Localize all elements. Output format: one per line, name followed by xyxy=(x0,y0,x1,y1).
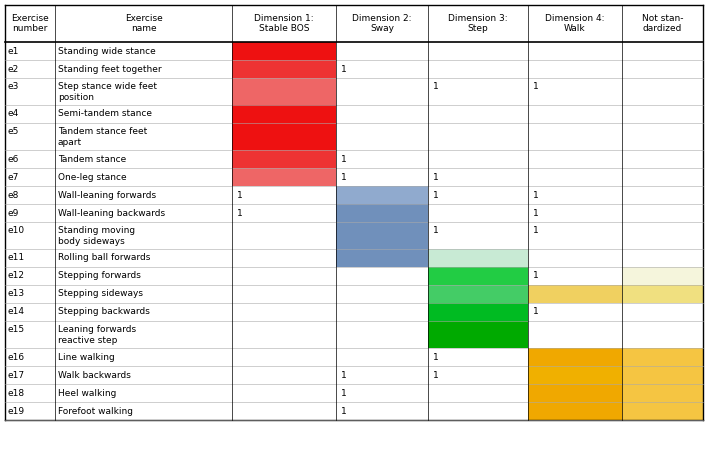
Text: Walk backwards: Walk backwards xyxy=(58,370,131,379)
Text: e9: e9 xyxy=(8,208,19,217)
Text: Exercise: Exercise xyxy=(125,14,162,23)
Text: 11: 11 xyxy=(433,272,445,280)
Text: apart: apart xyxy=(58,138,82,147)
Text: 1: 1 xyxy=(341,370,347,379)
Text: 12: 12 xyxy=(533,406,545,415)
Text: e17: e17 xyxy=(8,370,25,379)
Text: 11: 11 xyxy=(237,172,249,182)
Text: Wall-leaning backwards: Wall-leaning backwards xyxy=(58,208,165,217)
Text: 1: 1 xyxy=(533,81,539,91)
Text: 13: 13 xyxy=(237,110,249,118)
Text: Walk: Walk xyxy=(564,24,586,33)
Text: 1: 1 xyxy=(341,406,347,415)
Text: 1: 1 xyxy=(533,191,539,199)
Text: number: number xyxy=(12,24,47,33)
Text: 9: 9 xyxy=(433,289,440,298)
Text: e3: e3 xyxy=(8,81,19,91)
Text: 1: 1 xyxy=(341,65,347,74)
Text: Forefoot walking: Forefoot walking xyxy=(58,406,133,415)
Text: dardized: dardized xyxy=(643,24,683,33)
Text: 13: 13 xyxy=(433,324,445,334)
Text: 12: 12 xyxy=(237,155,249,163)
Text: 1: 1 xyxy=(433,81,439,91)
Text: 1: 1 xyxy=(533,308,539,317)
Text: Wall-leaning forwards: Wall-leaning forwards xyxy=(58,191,156,199)
Text: Standing moving: Standing moving xyxy=(58,226,135,235)
Text: name: name xyxy=(131,24,156,33)
Text: Standing wide stance: Standing wide stance xyxy=(58,46,156,56)
Text: Step stance wide feet: Step stance wide feet xyxy=(58,81,157,91)
Text: 13: 13 xyxy=(237,46,249,56)
Text: 10: 10 xyxy=(341,191,353,199)
Text: e2: e2 xyxy=(8,65,19,74)
Text: Standing feet together: Standing feet together xyxy=(58,65,161,74)
Text: 11: 11 xyxy=(341,253,353,263)
Text: 1: 1 xyxy=(533,226,539,235)
Text: Dimension 1:: Dimension 1: xyxy=(254,14,314,23)
Text: 12: 12 xyxy=(533,353,545,362)
Text: e8: e8 xyxy=(8,191,19,199)
Text: Rolling ball forwards: Rolling ball forwards xyxy=(58,253,150,263)
Text: One-leg stance: One-leg stance xyxy=(58,172,127,182)
Text: e19: e19 xyxy=(8,406,25,415)
Text: Sway: Sway xyxy=(370,24,394,33)
Text: 1: 1 xyxy=(341,172,347,182)
Text: Dimension 2:: Dimension 2: xyxy=(353,14,412,23)
Text: e5: e5 xyxy=(8,126,19,136)
Text: 1: 1 xyxy=(341,155,347,163)
Text: e15: e15 xyxy=(8,324,25,334)
Text: e7: e7 xyxy=(8,172,19,182)
Text: Leaning forwards: Leaning forwards xyxy=(58,324,136,334)
Text: Stepping backwards: Stepping backwards xyxy=(58,308,150,317)
Text: reactive step: reactive step xyxy=(58,336,118,345)
Text: e18: e18 xyxy=(8,389,25,398)
Text: Line walking: Line walking xyxy=(58,353,115,362)
Text: 1: 1 xyxy=(237,208,243,217)
Text: 11: 11 xyxy=(341,208,353,217)
Text: e14: e14 xyxy=(8,308,25,317)
Text: Stepping forwards: Stepping forwards xyxy=(58,272,141,280)
Text: position: position xyxy=(58,93,94,102)
Text: 11: 11 xyxy=(341,226,353,235)
Text: 11: 11 xyxy=(237,81,249,91)
Text: e16: e16 xyxy=(8,353,25,362)
Text: 1: 1 xyxy=(341,389,347,398)
Text: 12: 12 xyxy=(237,65,249,74)
Text: Dimension 4:: Dimension 4: xyxy=(545,14,605,23)
Text: 1: 1 xyxy=(433,226,439,235)
Text: Tandem stance feet: Tandem stance feet xyxy=(58,126,147,136)
Text: 1: 1 xyxy=(433,353,439,362)
Text: e13: e13 xyxy=(8,289,25,298)
Text: Tandem stance: Tandem stance xyxy=(58,155,126,163)
Text: 11: 11 xyxy=(533,370,545,379)
Text: e1: e1 xyxy=(8,46,19,56)
Text: 1: 1 xyxy=(433,172,439,182)
Text: 1: 1 xyxy=(533,208,539,217)
Text: body sideways: body sideways xyxy=(58,237,125,246)
Text: Semi-tandem stance: Semi-tandem stance xyxy=(58,110,152,118)
Text: 12: 12 xyxy=(433,308,445,317)
Text: 1: 1 xyxy=(433,191,439,199)
Text: Dimension 3:: Dimension 3: xyxy=(448,14,508,23)
Text: 1: 1 xyxy=(627,272,633,280)
Text: e10: e10 xyxy=(8,226,25,235)
Text: Step: Step xyxy=(467,24,489,33)
Text: 2: 2 xyxy=(433,253,439,263)
Text: 4: 4 xyxy=(533,289,539,298)
Text: e11: e11 xyxy=(8,253,25,263)
Text: 12: 12 xyxy=(533,389,545,398)
Text: e12: e12 xyxy=(8,272,25,280)
Text: e4: e4 xyxy=(8,110,19,118)
Text: Heel walking: Heel walking xyxy=(58,389,116,398)
Text: e6: e6 xyxy=(8,155,19,163)
Text: 1: 1 xyxy=(237,191,243,199)
Text: 13: 13 xyxy=(237,126,249,136)
Text: 1: 1 xyxy=(533,272,539,280)
Text: Exercise: Exercise xyxy=(11,14,49,23)
Text: Stable BOS: Stable BOS xyxy=(258,24,309,33)
Text: Stepping sideways: Stepping sideways xyxy=(58,289,143,298)
Text: 1: 1 xyxy=(433,370,439,379)
Text: Not stan-: Not stan- xyxy=(641,14,683,23)
